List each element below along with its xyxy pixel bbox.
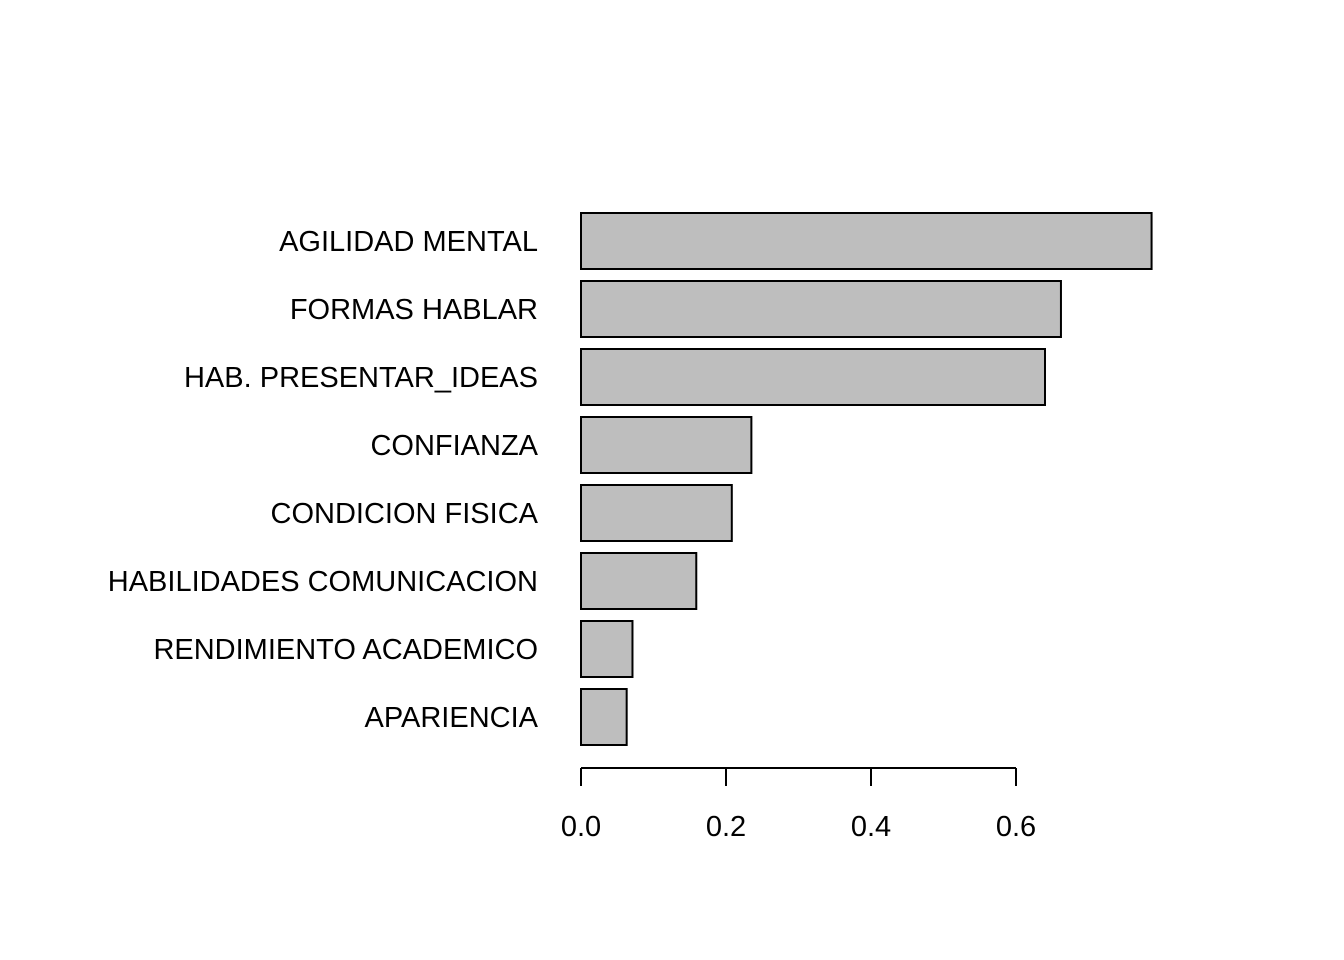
category-label-hab-presentar-ideas: HAB. PRESENTAR_IDEAS bbox=[184, 362, 538, 394]
x-tick-label-0-0: 0.0 bbox=[561, 811, 601, 843]
category-label-formas-hablar: FORMAS HABLAR bbox=[290, 294, 538, 326]
category-label-apariencia: APARIENCIA bbox=[364, 702, 538, 734]
x-axis: 0.0 0.2 0.4 0.6 bbox=[561, 767, 1036, 843]
bar-formas-hablar bbox=[580, 280, 1062, 338]
x-tick-label-0-4: 0.4 bbox=[851, 811, 891, 843]
bar-hab-presentar-ideas bbox=[580, 348, 1046, 406]
category-label-condicion-fisica: CONDICION FISICA bbox=[271, 498, 539, 530]
category-label-confianza: CONFIANZA bbox=[370, 430, 538, 462]
x-tick-label-0-6: 0.6 bbox=[996, 811, 1036, 843]
category-labels-group: AGILIDAD MENTAL FORMAS HABLAR HAB. PRESENT… bbox=[108, 226, 539, 734]
bar-condicion-fisica bbox=[580, 484, 733, 542]
bar-habilidades-comunicacion bbox=[580, 552, 698, 610]
bar-confianza bbox=[580, 416, 753, 474]
category-label-agilidad-mental: AGILIDAD MENTAL bbox=[279, 226, 538, 258]
bars-group bbox=[580, 212, 1153, 746]
bar-rendimiento-academico bbox=[580, 620, 634, 678]
x-tick-label-0-2: 0.2 bbox=[706, 811, 746, 843]
category-label-habilidades-comunicacion: HABILIDADES COMUNICACION bbox=[108, 566, 538, 598]
bar-agilidad-mental bbox=[580, 212, 1153, 270]
bar-apariencia bbox=[580, 688, 628, 746]
category-label-rendimiento-academico: RENDIMIENTO ACADEMICO bbox=[153, 634, 538, 666]
